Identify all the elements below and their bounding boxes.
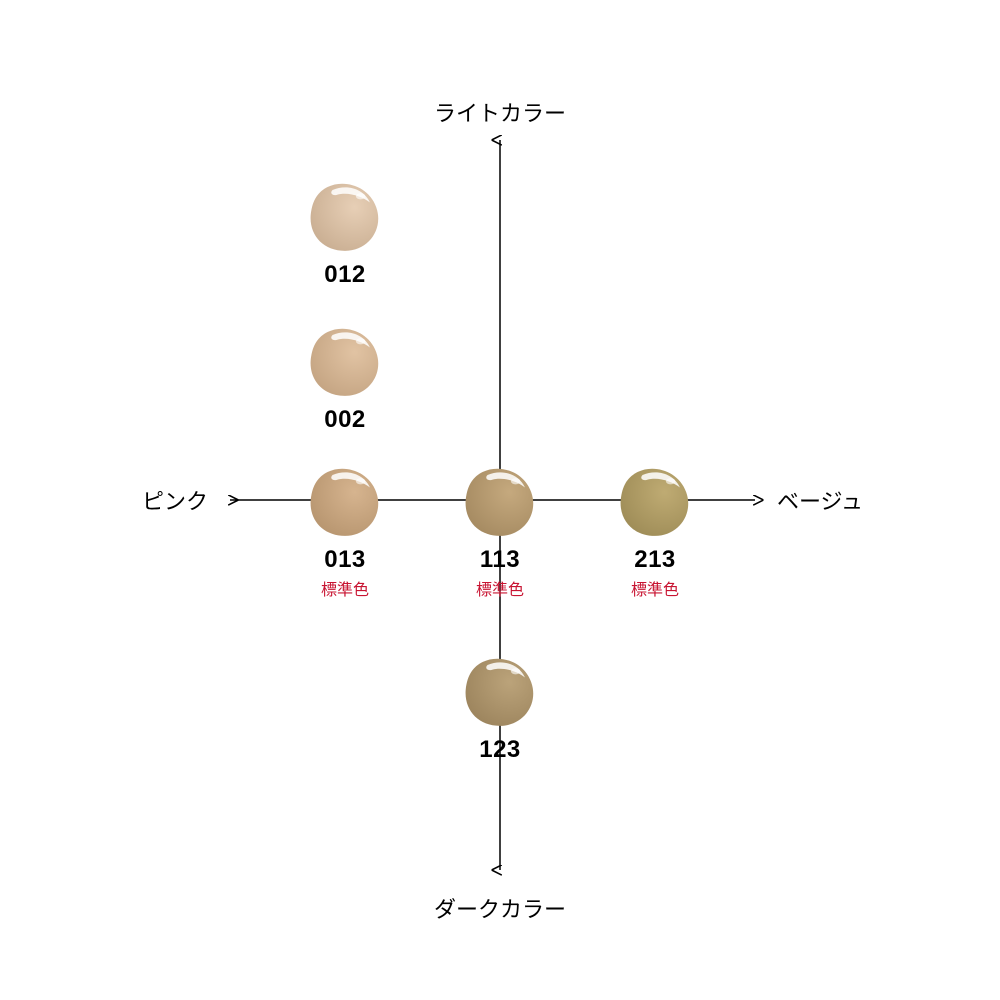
- shade-code: 213: [634, 546, 676, 574]
- drop-icon: [306, 175, 384, 255]
- swatch-113: 113標準色: [461, 460, 539, 600]
- swatch-123: 123: [461, 650, 539, 764]
- axis-label-top: ライトカラー: [434, 96, 566, 128]
- axis-label-left: ピンク: [142, 484, 208, 516]
- axis-label-bottom: ダークカラー: [434, 892, 566, 924]
- shade-code: 013: [324, 546, 366, 574]
- standard-color-tag: 標準色: [631, 576, 679, 600]
- shade-code: 113: [480, 546, 520, 574]
- shade-code: 123: [479, 736, 521, 764]
- standard-color-tag: 標準色: [321, 576, 369, 600]
- swatch-012: 012: [306, 175, 384, 289]
- drop-icon: [461, 650, 539, 730]
- swatch-013: 013標準色: [306, 460, 384, 600]
- shade-chart: ライトカラー ダークカラー ピンク ベージュ 012002013標準色113標準…: [0, 0, 1000, 1000]
- swatch-213: 213標準色: [616, 460, 694, 600]
- swatch-002: 002: [306, 320, 384, 434]
- standard-color-tag: 標準色: [476, 576, 524, 600]
- shade-code: 002: [324, 406, 366, 434]
- axis-label-right: ベージュ: [777, 484, 863, 516]
- drop-icon: [306, 460, 384, 540]
- drop-icon: [306, 320, 384, 400]
- drop-icon: [461, 460, 539, 540]
- drop-icon: [616, 460, 694, 540]
- shade-code: 012: [324, 261, 366, 289]
